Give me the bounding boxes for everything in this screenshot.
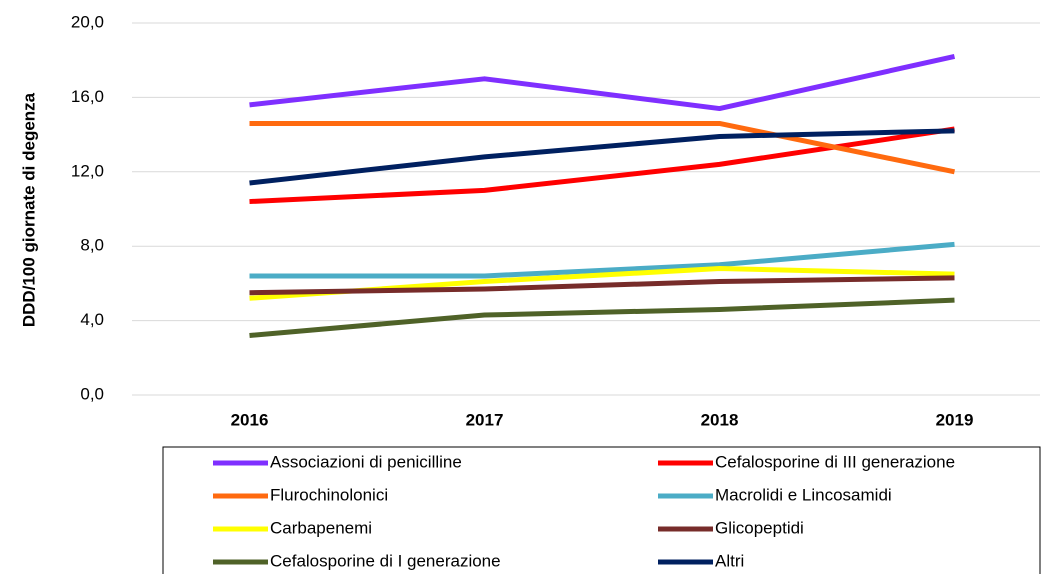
legend-label: Macrolidi e Lincosamidi: [715, 485, 892, 504]
legend-label: Associazioni di penicilline: [270, 452, 462, 471]
y-axis-title: DDD/100 giornate di degenza: [19, 92, 38, 327]
y-tick-label: 0,0: [80, 384, 104, 403]
x-tick-label: 2016: [231, 410, 269, 429]
legend-label: Carbapenemi: [270, 518, 372, 537]
y-tick-label: 4,0: [80, 310, 104, 329]
x-tick-label: 2017: [466, 410, 504, 429]
legend-label: Altri: [715, 551, 744, 570]
legend-label: Cefalosporine di III generazione: [715, 452, 955, 471]
legend-label: Cefalosporine di I generazione: [270, 551, 501, 570]
x-tick-label: 2018: [701, 410, 739, 429]
y-tick-label: 8,0: [80, 236, 104, 255]
legend-label: Flurochinolonici: [270, 485, 388, 504]
y-tick-label: 16,0: [71, 87, 104, 106]
series-line: [249, 120, 956, 175]
x-tick-label: 2019: [936, 410, 974, 429]
series-line: [249, 275, 955, 296]
series-line: [249, 128, 955, 186]
legend-box: [162, 446, 1041, 574]
y-tick-label: 20,0: [71, 12, 104, 31]
series-line: [249, 297, 955, 338]
legend-label: Glicopeptidi: [715, 518, 804, 537]
series-line: [249, 241, 955, 279]
y-tick-label: 12,0: [71, 161, 104, 180]
series-line: [249, 126, 955, 205]
series-line: [249, 54, 956, 112]
